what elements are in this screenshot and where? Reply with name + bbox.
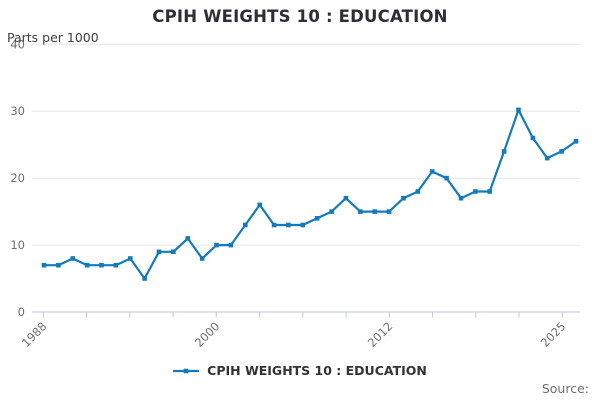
data-point-marker bbox=[199, 256, 205, 261]
data-point-marker bbox=[286, 222, 291, 228]
data-point-marker bbox=[142, 276, 147, 281]
data-point-marker bbox=[559, 149, 564, 154]
data-point-marker bbox=[257, 202, 262, 208]
data-point-marker bbox=[358, 209, 363, 214]
data-point-marker bbox=[329, 209, 334, 214]
line-chart-plot: 0 10 20 30 40 1988 2000 2012 2025 bbox=[10, 37, 580, 350]
data-point-marker bbox=[386, 209, 392, 214]
data-point-marker bbox=[271, 222, 277, 228]
y-tick-label: 10 bbox=[10, 238, 25, 252]
data-point-marker bbox=[473, 189, 478, 194]
data-point-marker bbox=[314, 216, 320, 221]
data-point-marker bbox=[544, 155, 550, 161]
data-point-marker bbox=[501, 149, 507, 154]
data-point-marker bbox=[415, 189, 421, 194]
data-point-marker bbox=[458, 195, 464, 201]
x-tick-label: 2000 bbox=[192, 319, 223, 350]
data-point-marker bbox=[214, 242, 219, 248]
data-point-marker bbox=[401, 195, 406, 201]
y-tick-label: 30 bbox=[10, 104, 25, 118]
data-point-marker bbox=[185, 236, 191, 241]
data-point-marker bbox=[56, 262, 61, 268]
data-point-marker bbox=[156, 249, 162, 255]
legend-item[interactable]: CPIH WEIGHTS 10 : EDUCATION bbox=[0, 363, 600, 378]
source-label: Source: bbox=[541, 381, 589, 396]
data-point-marker bbox=[243, 222, 248, 228]
data-point-marker bbox=[41, 262, 47, 268]
data-point-marker bbox=[516, 107, 521, 113]
data-point-marker bbox=[171, 249, 176, 255]
data-series-line bbox=[42, 108, 578, 280]
data-point-marker bbox=[128, 256, 133, 261]
x-tick-label: 1988 bbox=[19, 319, 50, 350]
x-tick-label: 2012 bbox=[365, 319, 396, 350]
data-point-marker bbox=[70, 256, 76, 261]
y-tick-label: 20 bbox=[10, 171, 25, 185]
data-point-marker bbox=[99, 262, 104, 268]
chart-title: CPIH WEIGHTS 10 : EDUCATION bbox=[152, 7, 448, 26]
data-point-marker bbox=[228, 242, 234, 248]
y-tick-label: 40 bbox=[10, 37, 25, 51]
data-point-marker bbox=[300, 222, 306, 228]
data-point-marker bbox=[530, 135, 536, 141]
data-point-marker bbox=[429, 169, 435, 174]
legend-label: CPIH WEIGHTS 10 : EDUCATION bbox=[207, 363, 427, 378]
data-point-marker bbox=[343, 195, 349, 201]
x-tick-label: 2025 bbox=[538, 319, 569, 350]
legend-line-marker-icon bbox=[173, 366, 200, 376]
data-point-marker bbox=[372, 209, 377, 214]
data-point-marker bbox=[84, 262, 90, 268]
y-axis-units-label: Parts per 1000 bbox=[7, 30, 99, 45]
data-point-marker bbox=[113, 262, 119, 268]
data-point-marker bbox=[487, 189, 492, 194]
y-tick-label: 0 bbox=[18, 305, 25, 319]
data-point-marker bbox=[573, 139, 579, 144]
data-point-marker bbox=[444, 175, 449, 181]
